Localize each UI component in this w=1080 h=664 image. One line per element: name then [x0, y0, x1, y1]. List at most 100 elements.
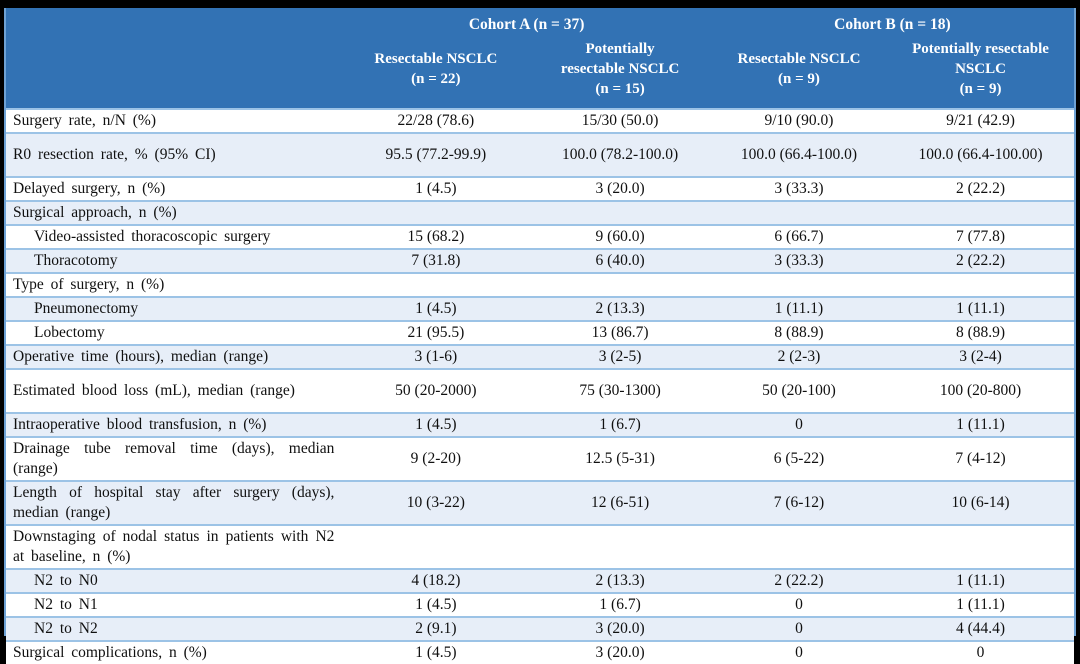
row-label: Intraoperative blood transfusion, n (%): [13, 416, 267, 433]
cell-value: 21 (95.5): [407, 324, 465, 341]
row-label: Pneumonectomy: [34, 300, 139, 317]
cell-value: 1 (11.1): [774, 300, 824, 317]
cohort-header-row: Cohort A (n = 37) Cohort B (n = 18): [6, 8, 1074, 35]
table-row: Type of surgery, n (%): [6, 272, 1074, 296]
table-row: Operative time (hours), median (range) 3 …: [6, 344, 1074, 368]
row-label: Length of hospital stay after surgery (d…: [13, 484, 335, 521]
table-row: Pneumonectomy 1 (4.5) 2 (13.3) 1 (11.1) 1 (1…: [6, 296, 1074, 320]
column-header-potentially-resectable-a: Potentially resectable NSCLC (n = 15): [560, 41, 680, 97]
cell-value: 3 (20.0): [595, 180, 645, 197]
table-row: N2 to N1 1 (4.5) 1 (6.7) 0 1 (11.1): [6, 592, 1074, 616]
cell-value: 7 (31.8): [411, 252, 461, 269]
cell-value: 2 (13.3): [595, 572, 645, 589]
table-header: Cohort A (n = 37) Cohort B (n = 18) Rese…: [6, 8, 1074, 110]
row-label: Surgery rate, n/N (%): [13, 112, 157, 129]
cell-value: 4 (18.2): [411, 572, 461, 589]
row-label: Operative time (hours), median (range): [13, 348, 269, 365]
table-row: Downstaging of nodal status in patients …: [6, 524, 1074, 568]
cell-value: 3 (2-5): [598, 348, 642, 365]
cell-value: 1 (6.7): [599, 416, 641, 433]
cell-value: 2 (22.2): [955, 180, 1006, 197]
row-label: Surgical approach, n (%): [13, 204, 177, 221]
cell-value: 1 (6.7): [599, 596, 641, 613]
cell-value: 10 (6-14): [951, 494, 1010, 511]
row-label: Drainage tube removal time (days), media…: [13, 440, 335, 477]
cell-value: 10 (3-22): [406, 494, 465, 511]
cell-value: 3 (1-6): [414, 348, 458, 365]
cell-value: 2 (22.2): [955, 252, 1006, 269]
table-body: Surgery rate, n/N (%) 22/28 (78.6) 15/30 (…: [6, 110, 1074, 664]
cell-value: 13 (86.7): [591, 324, 649, 341]
cell-value: 7 (6-12): [773, 494, 825, 511]
table-row: N2 to N0 4 (18.2) 2 (13.3) 2 (22.2) 1 (11.1): [6, 568, 1074, 592]
table-row: Length of hospital stay after surgery (d…: [6, 480, 1074, 524]
cell-value: 100.0 (78.2-100.0): [561, 146, 679, 163]
table-row: Surgical approach, n (%): [6, 200, 1074, 224]
cell-value: 2 (2-3): [777, 348, 821, 365]
cell-value: 100 (20-800): [939, 382, 1022, 399]
column-header-row: Resectable NSCLC (n = 22) Potentially re…: [6, 35, 1074, 108]
row-label: R0 resection rate, % (95% CI): [13, 146, 216, 163]
cell-value: 2 (22.2): [774, 572, 824, 589]
cell-value: 0: [976, 644, 985, 661]
row-label: Video-assisted thoracoscopic surgery: [34, 228, 271, 245]
cell-value: 100.0 (66.4-100.0): [740, 146, 858, 163]
cell-value: 3 (33.3): [774, 180, 824, 197]
cell-value: 12 (6-51): [591, 494, 650, 511]
cell-value: 12.5 (5-31): [585, 450, 655, 467]
column-header-potentially-resectable-b: Potentially resectable NSCLC (n = 9): [912, 41, 1049, 97]
cell-value: 7 (4-12): [955, 450, 1006, 467]
table-row: Surgery rate, n/N (%) 22/28 (78.6) 15/30 (…: [6, 110, 1074, 132]
cell-value: 2 (9.1): [415, 620, 457, 637]
row-label: Lobectomy: [34, 324, 105, 341]
cohort-b-header: Cohort B (n = 18): [834, 16, 951, 33]
cell-value: 0: [795, 644, 803, 661]
cell-value: 75 (30-1300): [579, 382, 661, 399]
cell-value: 6 (66.7): [774, 228, 824, 245]
table-row: Delayed surgery, n (%) 1 (4.5) 3 (20.0) 3 (…: [6, 176, 1074, 200]
cell-value: 3 (2-4): [959, 348, 1002, 365]
table-row: Intraoperative blood transfusion, n (%) 1…: [6, 412, 1074, 436]
table-row: Video-assisted thoracoscopic surgery 15 (…: [6, 224, 1074, 248]
column-header-resectable-a: Resectable NSCLC (n = 22): [374, 51, 498, 87]
row-label: N2 to N1: [34, 596, 98, 613]
cell-value: 1 (4.5): [415, 416, 457, 433]
table-row: Surgical complications, n (%) 1 (4.5) 3 (2…: [6, 640, 1074, 664]
cell-value: 1 (11.1): [956, 416, 1005, 433]
row-label: Type of surgery, n (%): [13, 276, 165, 293]
cell-value: 50 (20-2000): [395, 382, 477, 399]
table-row: R0 resection rate, % (95% CI) 95.5 (77.2-…: [6, 132, 1074, 176]
cell-value: 4 (44.4): [955, 620, 1006, 637]
cell-value: 1 (4.5): [415, 596, 457, 613]
row-label: Thoracotomy: [34, 252, 118, 269]
cell-value: 3 (20.0): [595, 620, 645, 637]
cell-value: 6 (5-22): [773, 450, 825, 467]
column-header-resectable-b: Resectable NSCLC (n = 9): [737, 51, 861, 87]
row-label: Delayed surgery, n (%): [13, 180, 166, 197]
row-label: Downstaging of nodal status in patients …: [13, 528, 335, 565]
cell-value: 0: [795, 620, 803, 637]
cell-value: 0: [795, 416, 803, 433]
cell-value: 1 (11.1): [956, 300, 1005, 317]
cell-value: 100.0 (66.4-100.00): [918, 146, 1043, 163]
table-row: N2 to N2 2 (9.1) 3 (20.0) 0 4 (44.4): [6, 616, 1074, 640]
surgical-outcomes-table: Cohort A (n = 37) Cohort B (n = 18) Rese…: [4, 8, 1076, 664]
cell-value: 15 (68.2): [407, 228, 465, 245]
table-row: Drainage tube removal time (days), media…: [6, 436, 1074, 480]
cell-value: 9/10 (90.0): [764, 112, 834, 129]
cell-value: 50 (20-100): [762, 382, 836, 399]
row-label: Surgical complications, n (%): [13, 644, 207, 661]
table-screenshot-area: Cohort A (n = 37) Cohort B (n = 18) Rese…: [4, 8, 1076, 664]
table-row: Thoracotomy 7 (31.8) 6 (40.0) 3 (33.3) 2 (22…: [6, 248, 1074, 272]
cell-value: 9 (60.0): [595, 228, 645, 245]
cell-value: 9 (2-20): [410, 450, 462, 467]
cell-value: 6 (40.0): [595, 252, 645, 269]
cohort-a-header: Cohort A (n = 37): [468, 16, 585, 33]
cell-value: 1 (11.1): [956, 596, 1005, 613]
table-row: Estimated blood loss (mL), median (range…: [6, 368, 1074, 412]
row-label: Estimated blood loss (mL), median (range…: [13, 382, 295, 399]
cell-value: 3 (33.3): [774, 252, 824, 269]
cell-value: 8 (88.9): [955, 324, 1006, 341]
page: { "colors": { "header_bg": "#3272B4", "h…: [4, 8, 1076, 664]
cell-value: 0: [795, 596, 803, 613]
